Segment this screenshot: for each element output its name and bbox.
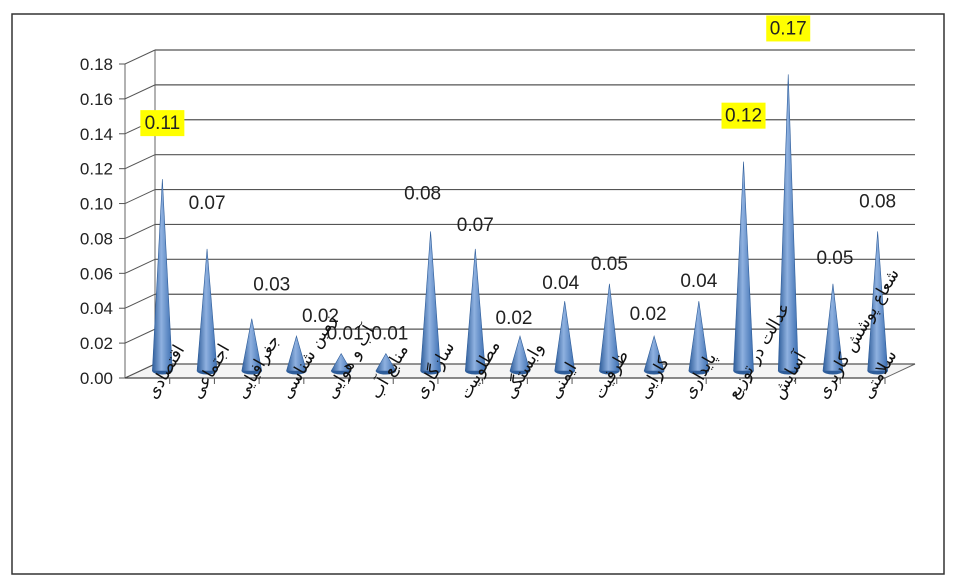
cone [867,231,888,375]
cone [196,248,218,375]
data-label-text: 0.11 [145,113,181,134]
data-label-text: 0.02 [496,308,533,329]
data-label: 0.08 [404,183,441,204]
data-label: 0.04 [680,271,717,292]
cone [822,283,844,375]
data-label-highlight [721,102,766,129]
cone [733,161,754,375]
data-label-text: 0.12 [725,106,762,127]
cone-body [196,248,218,372]
cone-body [420,231,441,372]
data-label: 0.01 [327,324,364,345]
cone [330,352,352,375]
cone [286,335,307,375]
category-label: شعاع پوشش کاربری [813,265,904,402]
cone-body [777,74,799,372]
y-tick-label: 0.02 [80,334,113,353]
data-label-highlight [140,110,185,137]
data-label-text: 0.07 [189,193,226,214]
gridline-side [124,293,156,309]
y-tick-label: 0.06 [80,264,113,283]
cone [152,179,173,375]
y-tick-label: 0.10 [80,195,113,214]
data-label: 0.02 [630,304,667,325]
y-tick-label: 0.12 [80,160,113,179]
data-label: 0.17 [766,15,811,42]
cone-body [867,231,888,372]
data-label: 0.08 [859,191,896,212]
data-label-text: 0.03 [253,275,290,296]
cone-body [152,179,173,372]
data-labels: 0.110.070.030.020.01 0.010.080.070.020.04… [140,15,896,345]
y-tick-label: 0.16 [80,90,113,109]
cone-body [554,301,576,372]
gridline-side [124,363,156,379]
data-label-text: 0.05 [816,248,853,269]
data-label-text: 0.08 [859,191,896,212]
cone [688,301,710,375]
data-label: 0.01 [371,324,408,345]
data-label: 0.12 [721,102,766,129]
cone-body [330,352,352,372]
gridline-side [124,84,156,100]
cone [375,352,397,375]
cone [464,248,486,375]
y-tick-label: 0.18 [80,55,113,74]
cone-body [733,161,754,372]
data-label-text: 0.17 [770,18,807,39]
cone [643,335,665,375]
data-label-text: 0.04 [680,271,717,292]
gridline-side [124,328,156,344]
gridline-side [124,223,156,239]
cone [241,318,263,375]
data-label-text: 0.07 [457,215,494,236]
cone [509,335,531,375]
data-label: 0.02 [496,308,533,329]
cone-body [464,248,486,372]
cone [554,301,576,375]
data-label-text: 0.02 [302,306,339,327]
data-label-text: 0.01 [371,324,408,345]
data-label-highlight [766,15,811,42]
cone-body [241,318,263,372]
cone-body [822,283,844,372]
gridline-side [124,258,156,274]
cone-body [688,301,710,372]
chart-border [11,13,945,575]
data-label-text: 0.08 [404,183,441,204]
data-label: 0.07 [457,215,494,236]
data-label: 0.05 [816,248,853,269]
data-label: 0.04 [542,273,579,294]
gridline-side [124,154,156,170]
data-label-text: 0.05 [591,254,628,275]
gridline-side [124,189,156,205]
cone-body [599,283,620,372]
cone-body [375,352,397,372]
y-tick-label: 0.04 [80,299,113,318]
y-tick-label: 0.00 [80,369,113,388]
cones [152,74,888,375]
y-axis-ticks: 0.00 0.02 0.04 0.06 0.08 0.10 0.12 0.14 0.16 0.18 [80,55,113,388]
cone-body [643,335,665,372]
data-label: 0.02 [302,306,339,327]
cone [420,231,441,375]
cone [777,74,799,375]
data-label: 0.05 [591,254,628,275]
gridline-side [124,49,156,65]
data-label: 0.11 [140,110,185,137]
y-tick-label: 0.14 [80,125,113,144]
y-tick-label: 0.08 [80,229,113,248]
cone [599,283,620,375]
cone-body [286,335,307,372]
data-label-text: 0.01 [327,324,364,345]
data-label-text: 0.02 [630,304,667,325]
data-label: 0.07 [189,193,226,214]
data-label-text: 0.04 [542,273,579,294]
data-label: 0.03 [253,275,290,296]
cone-body [509,335,531,372]
